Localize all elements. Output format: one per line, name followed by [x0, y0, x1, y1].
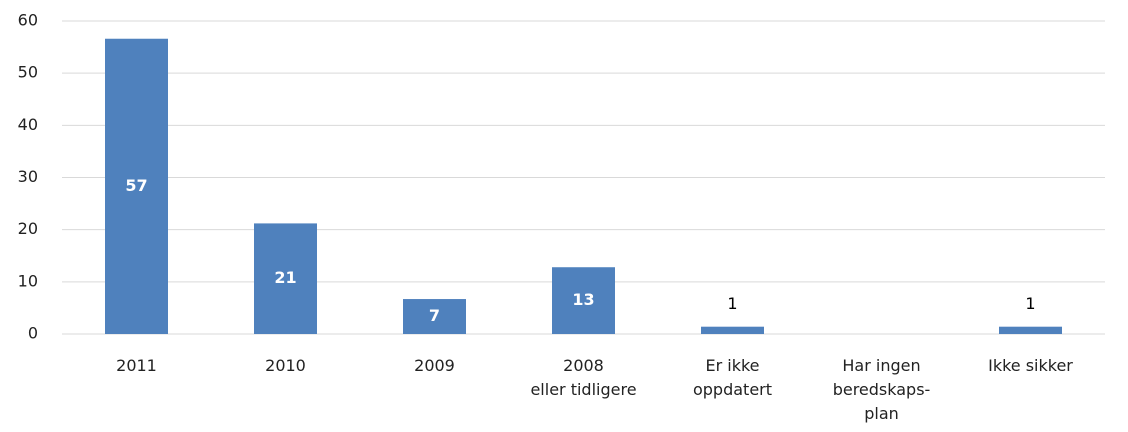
x-tick-label-line: 2009	[414, 356, 455, 375]
y-tick-label: 50	[18, 63, 38, 82]
x-tick-label: Har ingen beredskaps-plan	[833, 356, 931, 423]
x-tick-label-line: 2010	[265, 356, 306, 375]
bar	[701, 326, 764, 334]
x-tick-label: 2011	[116, 356, 157, 375]
x-tick-label-line: eller tidligere	[530, 380, 636, 399]
x-tick-label-line: plan	[864, 404, 899, 423]
data-label: 57	[125, 176, 147, 195]
bar	[403, 299, 466, 334]
x-tick-label-line: Ikke sikker	[988, 356, 1073, 375]
data-label: 1	[727, 294, 737, 313]
bar	[552, 267, 615, 334]
y-tick-label: 30	[18, 167, 38, 186]
data-label: 7	[429, 306, 440, 325]
x-tick-label: Er ikke oppdatert	[693, 356, 772, 399]
data-label: 13	[572, 290, 594, 309]
x-tick-label: 2009	[414, 356, 455, 375]
bar	[254, 223, 317, 334]
bar	[999, 326, 1062, 334]
y-tick-label: 0	[28, 324, 38, 343]
x-tick-label-line: beredskaps-	[833, 380, 931, 399]
y-tick-label: 60	[18, 11, 38, 30]
x-tick-label-line: 2008	[563, 356, 604, 375]
x-tick-label-line: Har ingen	[842, 356, 920, 375]
bar	[105, 38, 168, 335]
x-tick-label: 2008 eller tidligere	[530, 356, 636, 399]
x-tick-label-line: oppdatert	[693, 380, 772, 399]
x-tick-label-line: Er ikke	[705, 356, 759, 375]
data-label: 1	[1025, 294, 1035, 313]
y-tick-label: 40	[18, 115, 38, 134]
x-tick-label: Ikke sikker	[988, 356, 1073, 375]
x-tick-label: 2010	[265, 356, 306, 375]
y-tick-label: 20	[18, 219, 38, 238]
x-tick-label-line: 2011	[116, 356, 157, 375]
y-tick-label: 10	[18, 271, 38, 290]
data-label: 21	[274, 268, 296, 287]
